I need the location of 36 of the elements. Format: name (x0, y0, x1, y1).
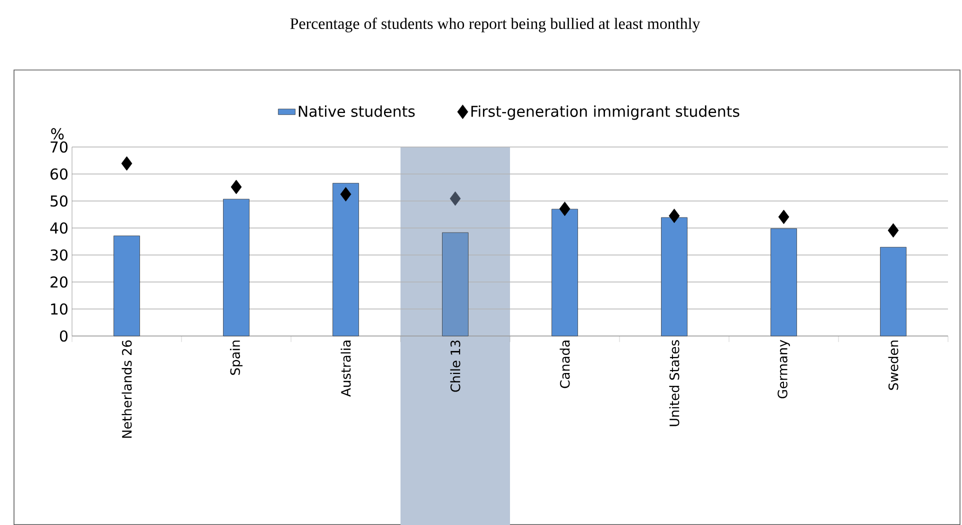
y-tick-label: 70 (50, 141, 68, 153)
y-tick-label: 10 (51, 303, 68, 315)
point (778, 210, 790, 224)
x-tick-label: Sweden (888, 340, 898, 390)
point (121, 156, 132, 171)
bar (223, 198, 250, 336)
point (888, 223, 899, 238)
x-tick-label: Chile 13 (450, 340, 460, 392)
bar (770, 228, 797, 336)
legend-label: Native students (298, 105, 415, 117)
bar (332, 182, 359, 336)
bar (114, 236, 140, 336)
chart-title: Percentage of students who report being bullied at least monthly (290, 18, 700, 32)
x-tick-label: Canada (560, 340, 570, 388)
y-tick-label: 60 (50, 168, 68, 180)
x-tick-label: Netherlands 26 (122, 340, 132, 438)
x-tick-label: Germany (778, 340, 790, 398)
y-tick-label: 40 (50, 222, 68, 234)
point (668, 208, 680, 224)
legend-label: First-generation immigrant students (471, 105, 740, 120)
point (230, 180, 242, 194)
y-tick-label: 30 (50, 249, 68, 261)
y-axis-title: % (51, 128, 64, 140)
point (340, 187, 352, 202)
x-tick-label: Spain (230, 340, 243, 375)
point (450, 191, 461, 206)
bar (552, 208, 578, 336)
bar (661, 217, 688, 336)
y-tick-label: 50 (50, 195, 68, 207)
y-tick-label: 20 (50, 276, 68, 288)
bar (442, 232, 468, 336)
x-tick-label: Australia (340, 340, 351, 397)
x-tick-label: United States (669, 340, 680, 426)
bar (880, 246, 906, 336)
y-tick-label: 0 (60, 330, 68, 342)
point (559, 202, 570, 216)
